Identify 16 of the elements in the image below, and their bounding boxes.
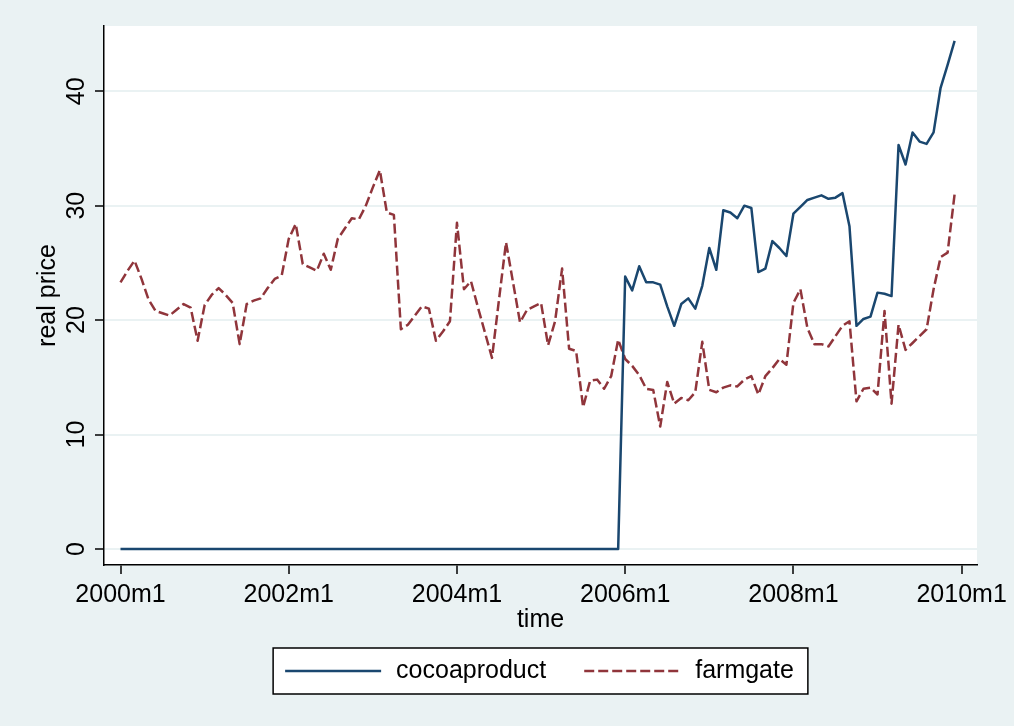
y-tick-label: 20 xyxy=(60,306,89,335)
legend-label: cocoaproduct xyxy=(396,654,547,683)
x-axis-title: time xyxy=(516,603,565,632)
x-tick-label: 2004m1 xyxy=(411,578,503,607)
x-tick-label: 2010m1 xyxy=(916,578,1007,607)
legend-label: farmgate xyxy=(695,654,794,683)
x-tick-label: 2002m1 xyxy=(243,578,334,607)
y-tick-label: 40 xyxy=(60,77,89,106)
line-series xyxy=(119,168,956,428)
x-tick-label: 2000m1 xyxy=(75,578,166,607)
y-tick-label: 10 xyxy=(60,420,89,449)
y-tick-label: 0 xyxy=(60,542,89,556)
y-tick-label: 30 xyxy=(60,191,89,220)
x-tick-label: 2006m1 xyxy=(580,578,671,607)
y-axis-title: real price xyxy=(31,244,60,347)
x-tick-label: 2008m1 xyxy=(748,578,839,607)
